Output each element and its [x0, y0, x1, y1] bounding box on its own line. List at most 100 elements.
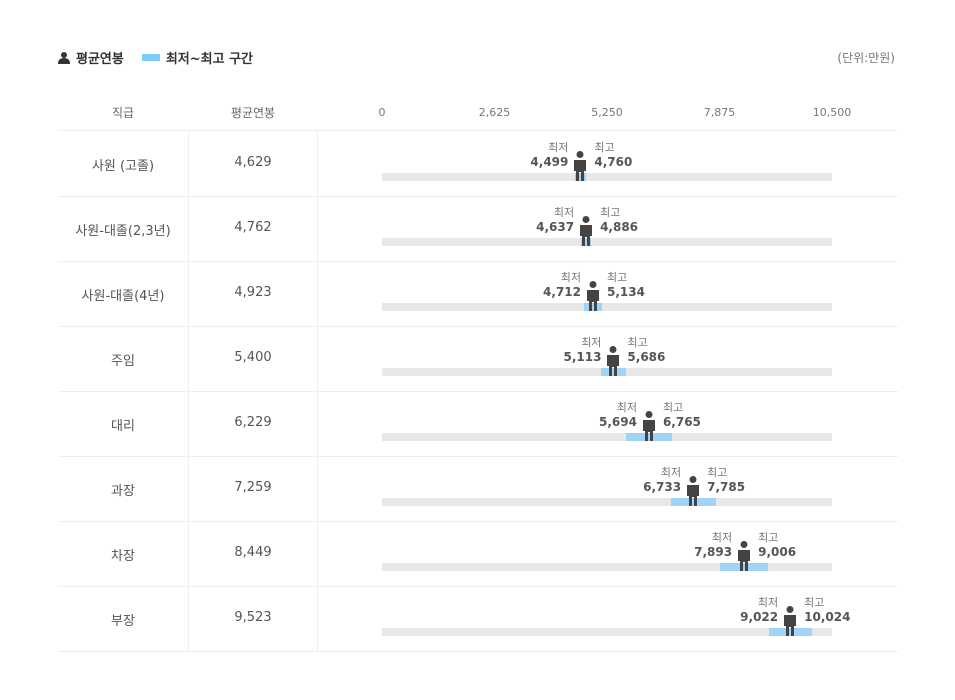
avg-cell: 4,629 [234, 155, 272, 170]
min-title: 최저 [616, 401, 637, 414]
avg-cell: 4,923 [234, 285, 272, 300]
range-track [382, 563, 832, 571]
range-track [382, 303, 832, 311]
avg-cell: 7,259 [234, 480, 272, 495]
rank-cell: 과장 [111, 484, 135, 499]
header-avg: 평균연봉 [230, 106, 276, 120]
row-divider [58, 456, 898, 457]
max-title: 최고 [600, 206, 621, 219]
min-value: 7,893 [694, 545, 733, 559]
avg-cell: 5,400 [234, 350, 272, 365]
rank-cell: 사원 (고졸) [91, 159, 155, 174]
max-value: 7,785 [707, 480, 746, 494]
max-label: 최고 4,886 [600, 205, 638, 235]
x-tick-label: 2,625 [478, 106, 511, 119]
min-value: 5,694 [599, 415, 637, 429]
avg-cell: 4,762 [234, 220, 272, 235]
min-title: 최저 [711, 531, 733, 544]
avg-cell: 8,449 [234, 545, 272, 560]
min-title: 최저 [660, 466, 682, 479]
avg-cell: 6,229 [234, 415, 272, 430]
min-title: 최저 [548, 141, 569, 154]
person-icon [58, 51, 70, 64]
legend-avg: 평균연봉 [76, 52, 124, 67]
rank-cell: 대리 [111, 419, 135, 434]
row-divider [58, 586, 898, 587]
max-value: 4,760 [594, 155, 633, 169]
range-bar [601, 368, 626, 376]
max-label: 최고 5,686 [627, 335, 665, 365]
max-title: 최고 [804, 596, 825, 609]
row-divider [58, 130, 898, 131]
min-value: 6,733 [643, 480, 682, 494]
min-value: 4,499 [530, 155, 569, 169]
range-bar [580, 238, 592, 246]
max-value: 4,886 [600, 220, 639, 234]
avg-person-marker [578, 216, 594, 246]
max-label: 최고 9,006 [758, 530, 796, 560]
avg-person-marker [605, 346, 621, 376]
max-title: 최고 [627, 336, 648, 349]
min-label: 최저 5,113 [563, 335, 601, 365]
legend-range-swatch [141, 54, 160, 61]
max-title: 최고 [662, 401, 684, 414]
range-track [382, 498, 832, 506]
range-bar [720, 563, 768, 571]
max-label: 최고 7,785 [707, 465, 745, 495]
avg-person-marker [782, 606, 798, 636]
unit-label: (단위:만원) [837, 51, 895, 65]
row-divider [58, 521, 898, 522]
rank-cell: 주임 [111, 354, 135, 369]
min-label: 최저 6,733 [643, 465, 681, 495]
max-label: 최고 5,134 [607, 270, 645, 300]
max-value: 9,006 [758, 545, 797, 559]
min-title: 최저 [553, 206, 575, 219]
range-bar [583, 303, 603, 311]
min-label: 최저 4,499 [530, 140, 568, 170]
range-track [382, 238, 832, 246]
min-label: 최저 5,694 [599, 400, 637, 430]
row-divider [58, 651, 898, 652]
max-value: 5,686 [627, 350, 666, 364]
range-bar [626, 433, 672, 441]
min-value: 4,712 [543, 285, 581, 299]
min-title: 최저 [581, 336, 602, 349]
avg-person-marker [736, 541, 752, 571]
range-bar [768, 628, 812, 636]
range-track [382, 173, 832, 181]
min-value: 4,637 [536, 220, 575, 234]
min-label: 최저 7,893 [694, 530, 732, 560]
rank-cell: 부장 [111, 614, 135, 629]
avg-person-marker [585, 281, 601, 311]
max-label: 최고 10,024 [804, 595, 850, 625]
min-label: 최저 4,712 [543, 270, 581, 300]
x-tick-label: 7,875 [703, 106, 736, 119]
legend: 평균연봉 최저~최고 구간 [58, 48, 253, 67]
rank-cell: 차장 [111, 549, 135, 564]
max-title: 최고 [594, 141, 615, 154]
max-value: 6,765 [662, 415, 701, 429]
row-divider [58, 196, 898, 197]
legend-range: 최저~최고 구간 [165, 52, 254, 67]
x-tick-label: 0 [378, 106, 386, 119]
min-value: 9,022 [740, 610, 779, 624]
min-label: 최저 9,022 [740, 595, 778, 625]
avg-person-marker [572, 151, 588, 181]
max-value: 10,024 [804, 610, 851, 624]
max-title: 최고 [606, 271, 628, 284]
rank-cell: 사원-대졸(2,3년) [75, 224, 171, 239]
min-title: 최저 [560, 271, 581, 284]
row-divider [58, 261, 898, 262]
row-divider [58, 391, 898, 392]
row-divider [58, 326, 898, 327]
range-bar [670, 498, 716, 506]
range-bar [574, 173, 586, 181]
range-track [382, 628, 832, 636]
rank-cell: 사원-대졸(4년) [81, 289, 165, 304]
max-label: 최고 6,765 [663, 400, 701, 430]
min-value: 5,113 [563, 350, 602, 364]
x-tick-label: 5,250 [591, 106, 623, 119]
min-label: 최저 4,637 [536, 205, 574, 235]
header-rank: 직급 [111, 106, 135, 120]
